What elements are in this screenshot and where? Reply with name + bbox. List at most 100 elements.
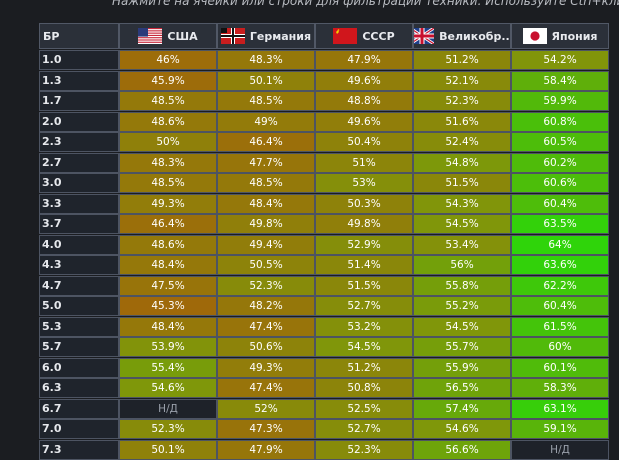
column-header-germany[interactable]: Германия [217, 23, 315, 49]
br-row-label[interactable]: 5.7 [39, 337, 119, 357]
winrate-cell[interactable]: 60.2% [511, 152, 609, 173]
winrate-cell[interactable]: 52.3% [413, 91, 511, 111]
winrate-cell[interactable]: 51.5% [413, 173, 511, 193]
winrate-cell[interactable]: 51.2% [413, 50, 511, 70]
br-row-label[interactable]: 7.3 [39, 439, 119, 460]
winrate-cell[interactable]: 60.1% [511, 357, 609, 378]
winrate-cell[interactable]: 49% [217, 111, 315, 132]
winrate-cell[interactable]: 55.7% [413, 337, 511, 357]
winrate-cell[interactable]: 59.1% [511, 419, 609, 439]
winrate-cell[interactable]: 48.4% [119, 255, 217, 275]
winrate-cell[interactable]: 54.8% [413, 152, 511, 173]
winrate-cell[interactable]: 48.3% [119, 152, 217, 173]
winrate-cell[interactable]: 57.4% [413, 398, 511, 419]
winrate-cell[interactable]: 52.3% [217, 275, 315, 296]
winrate-cell[interactable]: 63.6% [511, 255, 609, 275]
winrate-cell[interactable]: 58.3% [511, 378, 609, 398]
winrate-cell[interactable]: 63.5% [511, 214, 609, 234]
br-row-label[interactable]: 6.7 [39, 398, 119, 419]
br-row-label[interactable]: 1.0 [39, 50, 119, 70]
winrate-cell[interactable]: 46% [119, 50, 217, 70]
winrate-cell[interactable]: 55.8% [413, 275, 511, 296]
winrate-cell[interactable]: 48.6% [119, 111, 217, 132]
winrate-cell[interactable]: Н/Д [119, 398, 217, 419]
winrate-cell[interactable]: 60.6% [511, 173, 609, 193]
winrate-cell[interactable]: 54.5% [413, 316, 511, 337]
winrate-cell[interactable]: 54.5% [315, 337, 413, 357]
winrate-cell[interactable]: 49.6% [315, 70, 413, 91]
winrate-cell[interactable]: 54.5% [413, 214, 511, 234]
br-row-label[interactable]: 6.0 [39, 357, 119, 378]
winrate-cell[interactable]: 53.9% [119, 337, 217, 357]
winrate-cell[interactable]: 54.3% [413, 193, 511, 214]
winrate-cell[interactable]: 50.8% [315, 378, 413, 398]
winrate-cell[interactable]: 56% [413, 255, 511, 275]
winrate-cell[interactable]: 62.2% [511, 275, 609, 296]
winrate-cell[interactable]: 47.3% [217, 419, 315, 439]
br-row-label[interactable]: 2.0 [39, 111, 119, 132]
winrate-cell[interactable]: 47.7% [217, 152, 315, 173]
br-row-label[interactable]: 2.3 [39, 132, 119, 152]
br-row-label[interactable]: 1.3 [39, 70, 119, 91]
br-row-label[interactable]: 3.7 [39, 214, 119, 234]
winrate-cell[interactable]: 52.7% [315, 296, 413, 316]
winrate-cell[interactable]: 60.4% [511, 296, 609, 316]
br-row-label[interactable]: 5.0 [39, 296, 119, 316]
winrate-cell[interactable]: 54.2% [511, 50, 609, 70]
winrate-cell[interactable]: 50.1% [217, 70, 315, 91]
winrate-cell[interactable]: 50.4% [315, 132, 413, 152]
winrate-cell[interactable]: 47.4% [217, 316, 315, 337]
winrate-cell[interactable]: 51.4% [315, 255, 413, 275]
winrate-cell[interactable]: 51.2% [315, 357, 413, 378]
winrate-cell[interactable]: 63.1% [511, 398, 609, 419]
winrate-cell[interactable]: 60.4% [511, 193, 609, 214]
winrate-cell[interactable]: 49.3% [119, 193, 217, 214]
table-scroll-area[interactable] [612, 23, 619, 458]
winrate-cell[interactable]: 45.3% [119, 296, 217, 316]
winrate-cell[interactable]: 48.5% [119, 91, 217, 111]
winrate-cell[interactable]: 58.4% [511, 70, 609, 91]
column-header-usa[interactable]: США [119, 23, 217, 49]
column-header-ussr[interactable]: СССР [315, 23, 413, 49]
winrate-cell[interactable]: 47.4% [217, 378, 315, 398]
winrate-cell[interactable]: 48.4% [119, 316, 217, 337]
winrate-cell[interactable]: 52% [217, 398, 315, 419]
winrate-cell[interactable]: 48.6% [119, 234, 217, 255]
winrate-cell[interactable]: 55.2% [413, 296, 511, 316]
winrate-cell[interactable]: 56.6% [413, 439, 511, 460]
winrate-cell[interactable]: 56.5% [413, 378, 511, 398]
br-row-label[interactable]: 3.0 [39, 173, 119, 193]
winrate-cell[interactable]: 51.5% [315, 275, 413, 296]
br-row-label[interactable]: 4.3 [39, 255, 119, 275]
winrate-cell[interactable]: 46.4% [217, 132, 315, 152]
column-header-br[interactable]: БР [39, 23, 119, 49]
br-row-label[interactable]: 7.0 [39, 419, 119, 439]
winrate-cell[interactable]: 55.4% [119, 357, 217, 378]
column-header-japan[interactable]: Япония [511, 23, 609, 49]
winrate-cell[interactable]: 52.4% [413, 132, 511, 152]
winrate-cell[interactable]: 64% [511, 234, 609, 255]
winrate-cell[interactable]: 47.5% [119, 275, 217, 296]
winrate-cell[interactable]: 50% [119, 132, 217, 152]
winrate-cell[interactable]: 48.5% [217, 173, 315, 193]
br-row-label[interactable]: 1.7 [39, 91, 119, 111]
winrate-cell[interactable]: 49.4% [217, 234, 315, 255]
br-row-label[interactable]: 2.7 [39, 152, 119, 173]
winrate-cell[interactable]: 48.2% [217, 296, 315, 316]
winrate-cell[interactable]: Н/Д [511, 439, 609, 460]
winrate-cell[interactable]: 46.4% [119, 214, 217, 234]
winrate-cell[interactable]: 52.7% [315, 419, 413, 439]
winrate-cell[interactable]: 49.8% [217, 214, 315, 234]
winrate-cell[interactable]: 53.4% [413, 234, 511, 255]
winrate-cell[interactable]: 59.9% [511, 91, 609, 111]
winrate-cell[interactable]: 50.5% [217, 255, 315, 275]
column-header-uk[interactable]: Великобр... [413, 23, 511, 49]
winrate-cell[interactable]: 48.5% [217, 91, 315, 111]
winrate-cell[interactable]: 50.6% [217, 337, 315, 357]
winrate-cell[interactable]: 60% [511, 337, 609, 357]
winrate-cell[interactable]: 54.6% [413, 419, 511, 439]
winrate-cell[interactable]: 48.4% [217, 193, 315, 214]
winrate-cell[interactable]: 50.1% [119, 439, 217, 460]
winrate-cell[interactable]: 51.6% [413, 111, 511, 132]
winrate-cell[interactable]: 48.3% [217, 50, 315, 70]
